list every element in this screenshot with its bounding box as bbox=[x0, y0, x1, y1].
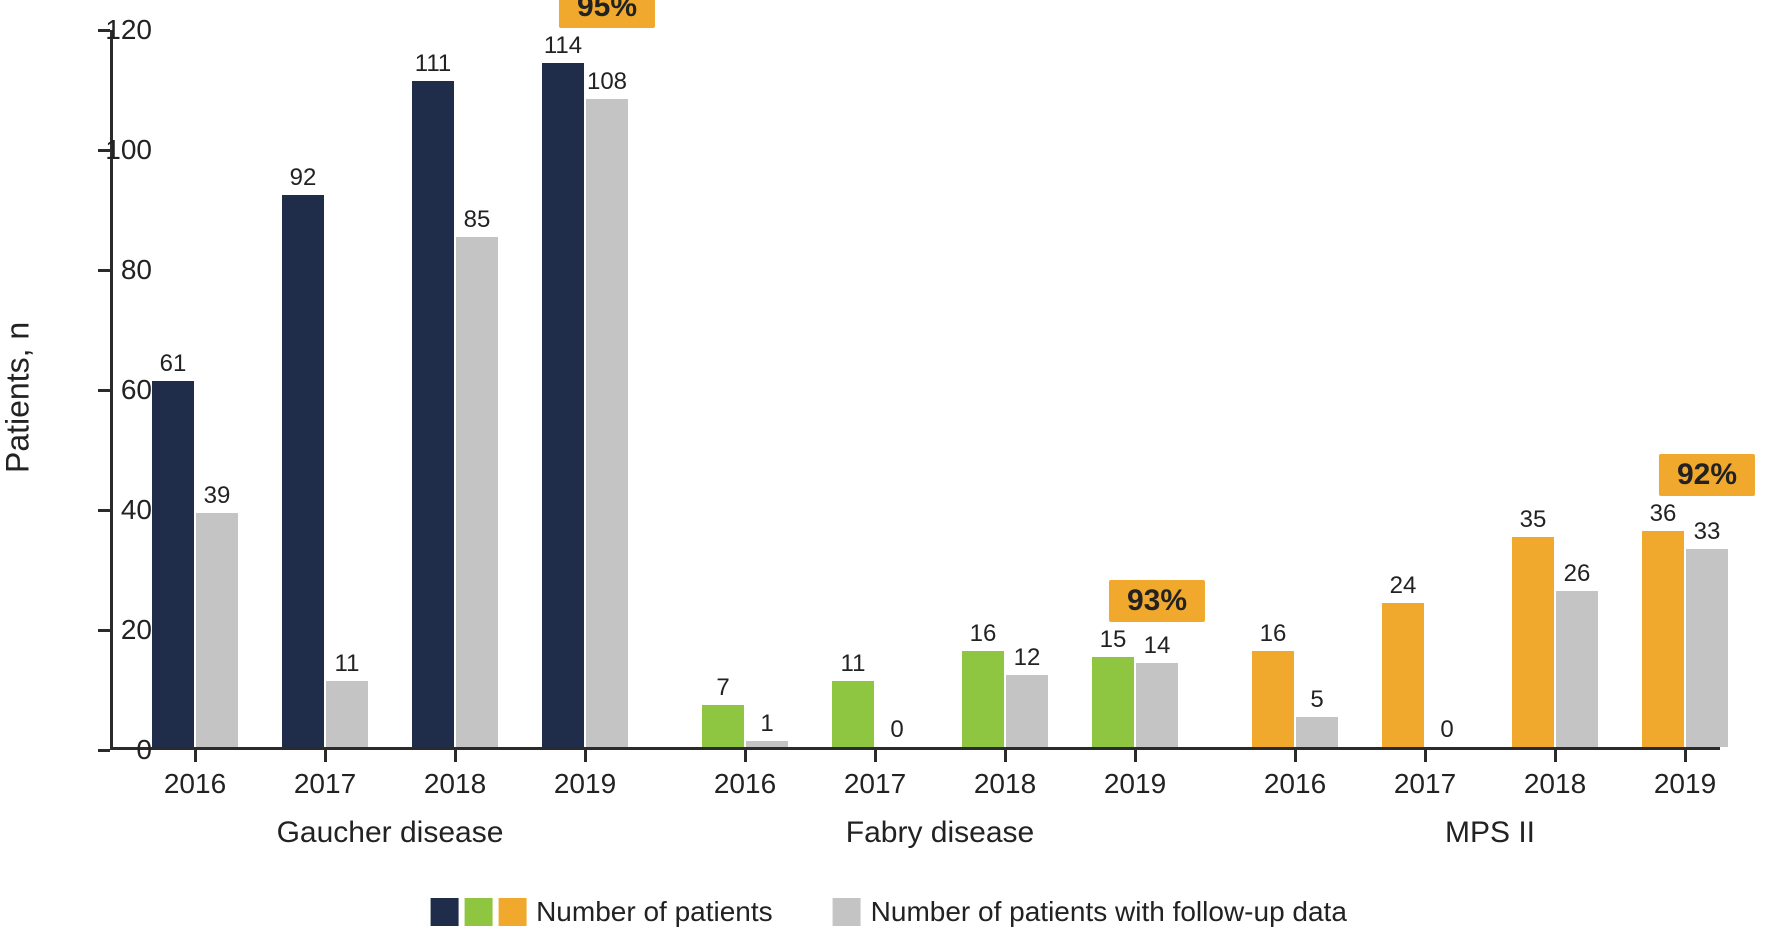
y-tick-label: 20 bbox=[92, 614, 152, 646]
bar-followup bbox=[456, 237, 498, 747]
legend-swatch bbox=[430, 898, 458, 926]
x-tick-label-year: 2019 bbox=[1654, 768, 1716, 800]
bar-patients bbox=[1382, 603, 1424, 747]
x-tick-label-year: 2018 bbox=[974, 768, 1036, 800]
bar-patients bbox=[1252, 651, 1294, 747]
bar-followup bbox=[746, 741, 788, 747]
legend-patients: Number of patients bbox=[430, 896, 773, 928]
patients-bar-chart: Patients, n 6139201692112017111852018114… bbox=[0, 0, 1777, 946]
x-tick bbox=[584, 750, 587, 762]
bar-label-patients: 36 bbox=[1650, 500, 1677, 528]
bar-label-patients: 111 bbox=[415, 50, 451, 78]
x-tick bbox=[1554, 750, 1557, 762]
bar-followup bbox=[1296, 717, 1338, 747]
percentage-badge: 92% bbox=[1659, 454, 1755, 496]
bar-followup bbox=[1006, 675, 1048, 747]
bar-label-patients: 92 bbox=[290, 164, 317, 192]
bar-label-patients: 61 bbox=[160, 350, 187, 378]
bar-label-patients: 16 bbox=[970, 620, 997, 648]
percentage-badge: 93% bbox=[1109, 580, 1205, 622]
bar-label-patients: 15 bbox=[1100, 626, 1127, 654]
bar-followup bbox=[1556, 591, 1598, 747]
x-tick bbox=[1294, 750, 1297, 762]
x-tick-label-year: 2019 bbox=[554, 768, 616, 800]
legend-patients-label: Number of patients bbox=[536, 896, 773, 928]
x-tick-label-year: 2019 bbox=[1104, 768, 1166, 800]
x-axis-line bbox=[110, 747, 1720, 750]
bar-followup bbox=[196, 513, 238, 747]
x-tick bbox=[744, 750, 747, 762]
y-tick-label: 0 bbox=[92, 734, 152, 766]
bar-label-patients: 7 bbox=[716, 674, 729, 702]
y-tick-label: 120 bbox=[92, 14, 152, 46]
bar-patients bbox=[152, 381, 194, 747]
y-tick-label: 100 bbox=[92, 134, 152, 166]
legend-followup-label: Number of patients with follow-up data bbox=[871, 896, 1347, 928]
y-tick-label: 80 bbox=[92, 254, 152, 286]
bar-label-followup: 1 bbox=[760, 710, 773, 738]
bar-label-followup: 26 bbox=[1564, 560, 1591, 588]
legend-swatch bbox=[464, 898, 492, 926]
legend-swatch bbox=[498, 898, 526, 926]
bar-patients bbox=[1642, 531, 1684, 747]
x-tick-label-year: 2017 bbox=[844, 768, 906, 800]
legend-followup: Number of patients with follow-up data bbox=[833, 896, 1347, 928]
bar-label-patients: 24 bbox=[1390, 572, 1417, 600]
x-tick bbox=[1424, 750, 1427, 762]
legend-swatch-followup bbox=[833, 898, 861, 926]
x-group-label: Fabry disease bbox=[846, 816, 1034, 850]
bar-followup bbox=[1686, 549, 1728, 747]
x-tick-label-year: 2016 bbox=[164, 768, 226, 800]
bar-label-followup: 5 bbox=[1310, 686, 1323, 714]
bar-followup bbox=[1136, 663, 1178, 747]
x-tick bbox=[874, 750, 877, 762]
y-tick-label: 40 bbox=[92, 494, 152, 526]
bar-followup bbox=[586, 99, 628, 747]
bar-patients bbox=[412, 81, 454, 747]
x-tick bbox=[1134, 750, 1137, 762]
bar-label-followup: 0 bbox=[890, 716, 903, 744]
bar-label-followup: 12 bbox=[1014, 644, 1041, 672]
bar-patients bbox=[1512, 537, 1554, 747]
x-group-label: Gaucher disease bbox=[277, 816, 504, 850]
x-group-label: MPS II bbox=[1445, 816, 1535, 850]
x-tick-label-year: 2016 bbox=[714, 768, 776, 800]
y-tick-label: 60 bbox=[92, 374, 152, 406]
x-tick bbox=[1684, 750, 1687, 762]
bar-followup bbox=[326, 681, 368, 747]
x-tick-label-year: 2016 bbox=[1264, 768, 1326, 800]
bar-patients bbox=[832, 681, 874, 747]
x-tick bbox=[454, 750, 457, 762]
percentage-badge: 95% bbox=[559, 0, 655, 28]
legend-swatches-patients bbox=[430, 898, 526, 926]
bar-label-patients: 16 bbox=[1260, 620, 1287, 648]
bar-label-patients: 11 bbox=[841, 650, 866, 678]
bar-patients bbox=[702, 705, 744, 747]
bar-label-followup: 33 bbox=[1694, 518, 1721, 546]
bar-label-followup: 39 bbox=[204, 482, 231, 510]
bar-label-patients: 35 bbox=[1520, 506, 1547, 534]
bar-patients bbox=[962, 651, 1004, 747]
legend: Number of patients Number of patients wi… bbox=[430, 896, 1347, 928]
bar-patients bbox=[542, 63, 584, 747]
x-tick-label-year: 2017 bbox=[294, 768, 356, 800]
bar-label-patients: 114 bbox=[544, 32, 582, 60]
x-tick bbox=[1004, 750, 1007, 762]
x-tick-label-year: 2017 bbox=[1394, 768, 1456, 800]
bar-label-followup: 0 bbox=[1440, 716, 1453, 744]
plot-area: 6139201692112017111852018114108201995%Ga… bbox=[110, 30, 1720, 750]
bar-label-followup: 108 bbox=[587, 68, 627, 96]
bar-patients bbox=[1092, 657, 1134, 747]
x-tick bbox=[324, 750, 327, 762]
x-tick-label-year: 2018 bbox=[424, 768, 486, 800]
bar-patients bbox=[282, 195, 324, 747]
bar-label-followup: 14 bbox=[1144, 632, 1171, 660]
bar-label-followup: 11 bbox=[335, 650, 360, 678]
x-tick bbox=[194, 750, 197, 762]
y-axis-title: Patients, n bbox=[0, 322, 37, 473]
x-tick-label-year: 2018 bbox=[1524, 768, 1586, 800]
bar-label-followup: 85 bbox=[464, 206, 491, 234]
